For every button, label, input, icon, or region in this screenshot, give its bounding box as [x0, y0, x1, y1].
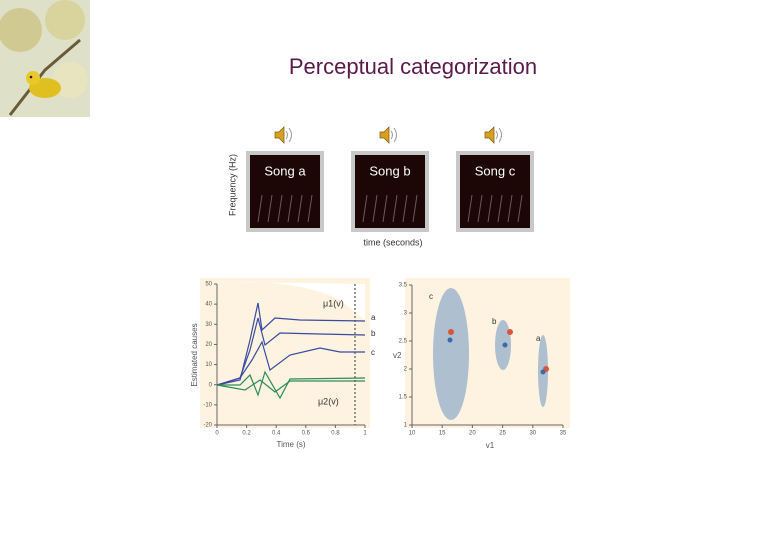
panel-bg	[200, 278, 370, 428]
spectrogram-trace	[257, 194, 263, 223]
tick-label: 10	[409, 431, 416, 437]
tick-label: 10	[205, 362, 212, 368]
tick-label: 35	[560, 431, 567, 437]
tick-label: -10	[203, 402, 212, 408]
tick-label: 3.5	[399, 283, 408, 289]
speaker-waves	[495, 127, 502, 143]
tick-label: 1	[404, 423, 408, 429]
tick-label: 20	[205, 342, 212, 348]
tick-label: 25	[499, 431, 506, 437]
spectrogram-trace	[287, 194, 293, 223]
spectrogram-trace	[382, 194, 388, 223]
clusters	[433, 288, 549, 420]
speaker-waves	[390, 127, 397, 143]
tick-label: 0	[209, 382, 213, 388]
y-label: Frequency (Hz)	[227, 154, 237, 216]
bird-photo	[0, 0, 90, 117]
x-label: v1	[486, 441, 495, 450]
spectrogram-trace	[497, 194, 503, 223]
spectrogram-trace	[477, 194, 483, 223]
spectrogram-trace	[507, 194, 513, 223]
spectrogram-trace	[412, 194, 418, 223]
spectrogram-trace	[307, 194, 313, 223]
slide-title: Perceptual categorization	[289, 54, 537, 79]
y-label: Estimated causes	[190, 323, 199, 386]
tick-label: 15	[439, 431, 446, 437]
spectrogram-trace	[517, 194, 523, 223]
spectrogram	[460, 155, 530, 228]
spectrogram-trace	[362, 194, 368, 223]
spectrogram-trace	[297, 194, 303, 223]
tick-label: 2	[404, 367, 408, 373]
spectrogram-trace	[267, 194, 273, 223]
curve-label: b	[371, 329, 376, 338]
speaker-waves	[285, 127, 292, 143]
spectrogram	[250, 155, 320, 228]
tick-label: 3	[404, 311, 408, 317]
spectrogram-trace	[467, 194, 473, 223]
tick-label: 0	[215, 431, 219, 437]
plot-curves	[216, 284, 366, 425]
curve-label: a	[371, 313, 376, 322]
tick-label: 50	[205, 282, 212, 288]
speaker-icon	[484, 126, 495, 144]
song-label: Song c	[475, 163, 516, 178]
spectrogram-trace	[392, 194, 398, 223]
annotation: μ1(v)	[323, 298, 344, 308]
spectrogram-trace	[277, 194, 283, 223]
tick-label: 0.6	[302, 431, 311, 437]
tick-label: 40	[205, 302, 212, 308]
tick-label: 30	[205, 322, 212, 328]
cluster-label: c	[429, 292, 433, 301]
tick-label: 0.2	[242, 431, 251, 437]
speaker-icon	[379, 126, 390, 144]
tick-label: 20	[469, 431, 476, 437]
spectrogram-trace	[402, 194, 408, 223]
spectrogram-trace	[487, 194, 493, 223]
tick-label: -20	[203, 423, 212, 429]
x-label: time (seconds)	[363, 237, 422, 247]
cluster-label: a	[536, 334, 541, 343]
x-label: Time (s)	[276, 440, 305, 449]
tick-label: 30	[529, 431, 536, 437]
speaker-icon	[274, 126, 285, 144]
tick-label: 0.8	[331, 431, 340, 437]
song-label: Song a	[264, 163, 306, 178]
cluster-label: b	[492, 317, 497, 326]
curve-label: c	[371, 348, 375, 357]
panel-bg	[230, 281, 365, 320]
spectrogram-trace	[372, 194, 378, 223]
tick-label: 2.5	[399, 339, 408, 345]
tick-label: 1	[363, 431, 367, 437]
spectrogram	[355, 155, 425, 228]
song-label: Song b	[369, 163, 410, 178]
annotation: μ2(v)	[318, 396, 339, 406]
tick-label: 0.4	[272, 431, 281, 437]
tick-label: 1.5	[399, 395, 408, 401]
y-label: v2	[393, 351, 402, 360]
